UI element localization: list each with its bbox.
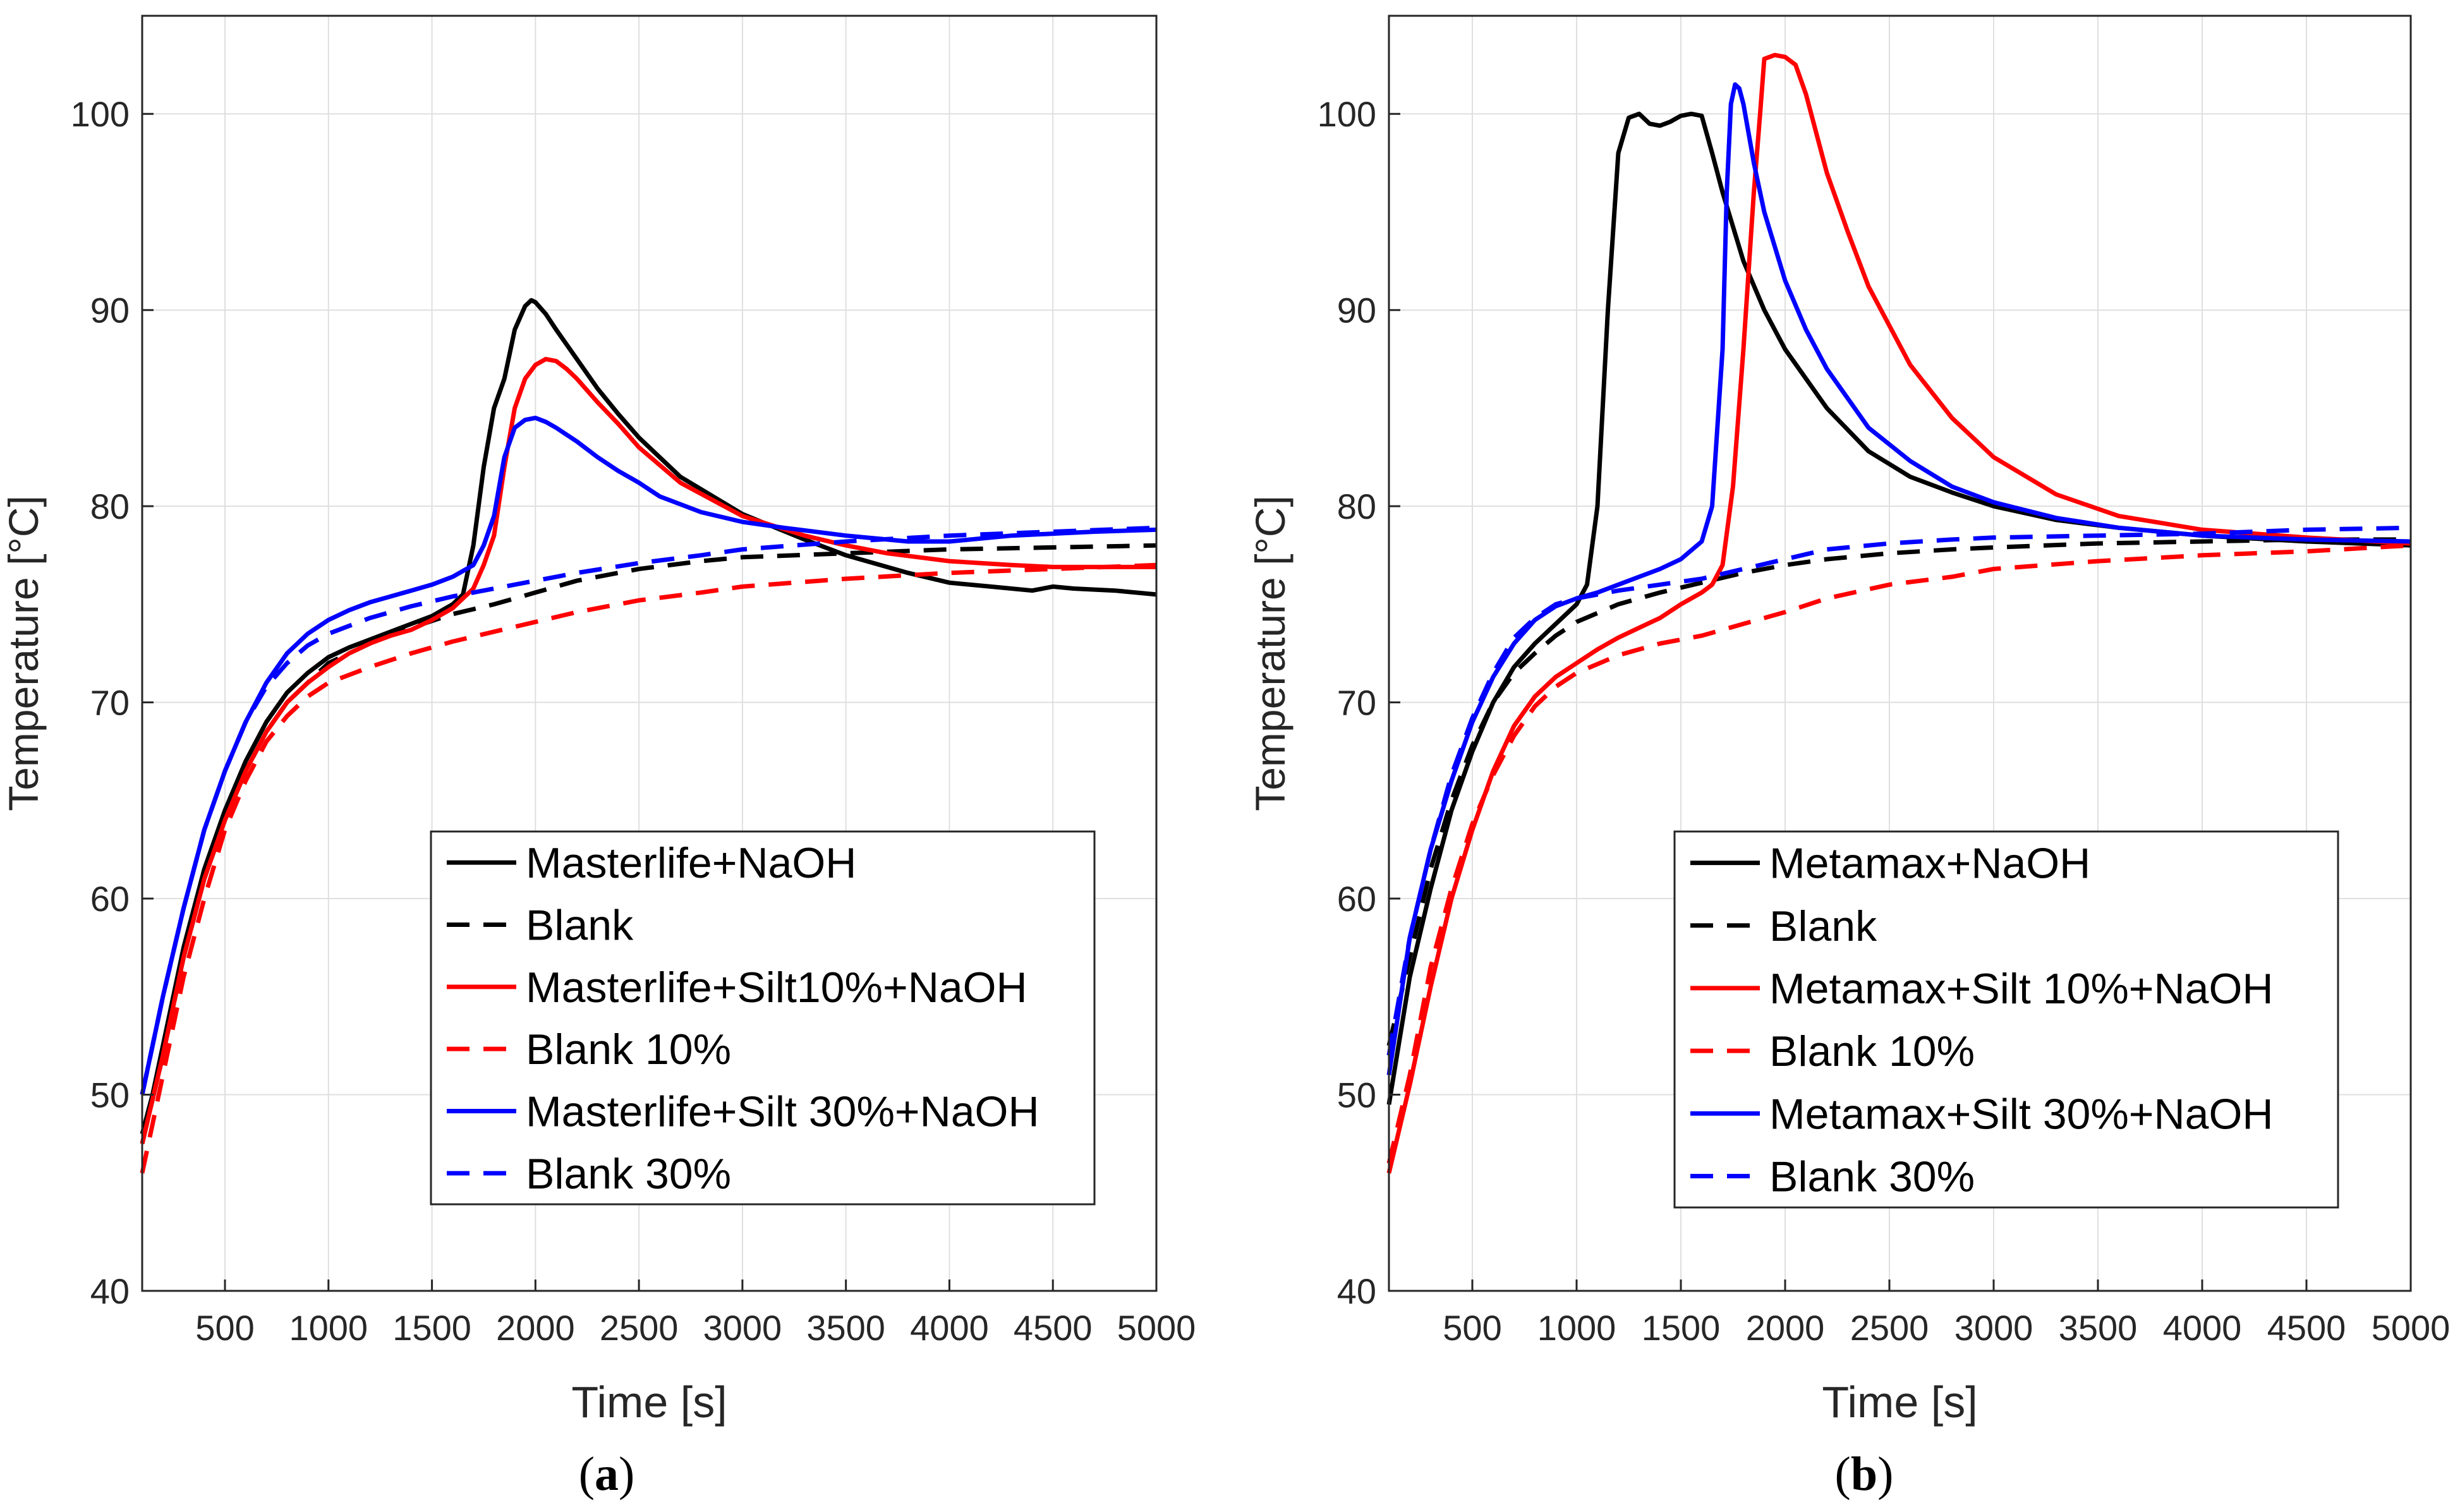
axes-box — [1388, 15, 2412, 1292]
caption-letter: a — [595, 1448, 619, 1501]
y-tick-label: 90 — [90, 291, 130, 330]
x-tick-label: 2000 — [496, 1308, 575, 1348]
legend-label-6: Blank 30% — [1769, 1152, 1975, 1201]
y-tick-label: 50 — [1337, 1075, 1376, 1115]
x-tick-label: 2500 — [1850, 1308, 1929, 1348]
panel-caption: (b) — [1835, 1448, 1894, 1501]
chart-panel-b: 500 1000 1500 2000 2500 3000 3500 4000 4500 5000 4… — [1247, 15, 2451, 1501]
caption-open-paren: ( — [1835, 1448, 1851, 1501]
x-tick-label: 4000 — [2163, 1308, 2242, 1348]
series-line-4 — [140, 562, 1157, 1174]
caption-open-paren: ( — [579, 1448, 595, 1501]
y-tick-label: 60 — [1337, 879, 1376, 919]
x-tick-label: 1500 — [392, 1308, 471, 1348]
caption-close-paren: ) — [1877, 1448, 1893, 1501]
series-line-6 — [140, 525, 1157, 1096]
y-tick-label: 40 — [1337, 1271, 1376, 1311]
x-tick-label: 2000 — [1746, 1308, 1825, 1348]
x-tick-label: 3000 — [1954, 1308, 2033, 1348]
legend-label-3: Masterlife+Silt10%+NaOH — [526, 964, 1027, 1012]
x-tick-label: 5000 — [1117, 1308, 1196, 1348]
caption-close-paren: ) — [619, 1448, 634, 1501]
legend: Metamax+NaOH Blank Metamax+Silt 10%+NaOH Bl… — [1673, 830, 2339, 1209]
x-tick-label: 500 — [195, 1308, 254, 1348]
y-axis-label: Temperature [°C] — [1247, 495, 1294, 811]
legend-label-4: Blank 10% — [1769, 1027, 1975, 1075]
y-tick-label: 100 — [71, 94, 130, 134]
x-tick-label: 4000 — [910, 1308, 989, 1348]
y-tick-label: 60 — [90, 879, 130, 919]
legend-box — [430, 830, 1096, 1206]
legend-label-2: Blank — [526, 902, 634, 950]
x-tick-label: 1000 — [1537, 1308, 1616, 1348]
series-line-3 — [1386, 52, 2411, 1174]
x-tick-label: 4500 — [2267, 1308, 2346, 1348]
legend-label-3: Metamax+Silt 10%+NaOH — [1769, 965, 2273, 1013]
legend-label-6: Blank 30% — [526, 1150, 731, 1198]
y-tick-label: 90 — [1337, 291, 1376, 330]
y-tick-label: 70 — [1337, 683, 1376, 723]
panel-caption: (a) — [579, 1448, 635, 1501]
x-tick-label: 2500 — [600, 1308, 679, 1348]
legend-label-1: Masterlife+NaOH — [526, 839, 856, 887]
legend-label-5: Metamax+Silt 30%+NaOH — [1769, 1090, 2273, 1138]
x-tick-label: 1000 — [289, 1308, 368, 1348]
x-tick-label: 500 — [1443, 1308, 1501, 1348]
y-tick-label: 40 — [90, 1271, 130, 1311]
legend-label-4: Blank 10% — [526, 1025, 731, 1074]
series-line-4 — [1386, 543, 2411, 1164]
x-tick-label: 3500 — [2059, 1308, 2138, 1348]
series-line-2 — [1386, 537, 2411, 1046]
x-tick-label: 3500 — [806, 1308, 885, 1348]
chart-panel-a: 500 1000 1500 2000 2500 3000 3500 4000 4500 5000 4… — [0, 15, 1196, 1501]
y-axis-label: Temperature [°C] — [0, 495, 47, 811]
x-axis-label: Time [s] — [1822, 1377, 1977, 1427]
x-tick-label: 3000 — [703, 1308, 782, 1348]
legend-box — [1673, 830, 2339, 1209]
legend-label-5: Masterlife+Silt 30%+NaOH — [526, 1088, 1039, 1136]
x-tick-label: 1500 — [1642, 1308, 1721, 1348]
x-tick-label: 4500 — [1014, 1308, 1093, 1348]
series-line-1 — [1386, 111, 2411, 1105]
y-tick-label: 80 — [1337, 487, 1376, 526]
series-line-5 — [1386, 82, 2411, 1076]
y-tick-label: 70 — [90, 683, 130, 723]
y-tick-label: 50 — [90, 1075, 130, 1115]
caption-letter: b — [1851, 1448, 1877, 1501]
y-tick-label: 80 — [90, 487, 130, 526]
series-line-6 — [1386, 525, 2411, 1056]
x-tick-label: 5000 — [2372, 1308, 2451, 1348]
legend-label-2: Blank — [1769, 902, 1877, 950]
y-tick-label: 100 — [1318, 94, 1376, 134]
axes-box — [141, 15, 1158, 1292]
x-axis-label: Time [s] — [571, 1377, 727, 1427]
series-line-1 — [140, 298, 1157, 1135]
legend: Masterlife+NaOH Blank Masterlife+Silt10%+N… — [430, 830, 1096, 1206]
legend-label-1: Metamax+NaOH — [1769, 840, 2090, 888]
